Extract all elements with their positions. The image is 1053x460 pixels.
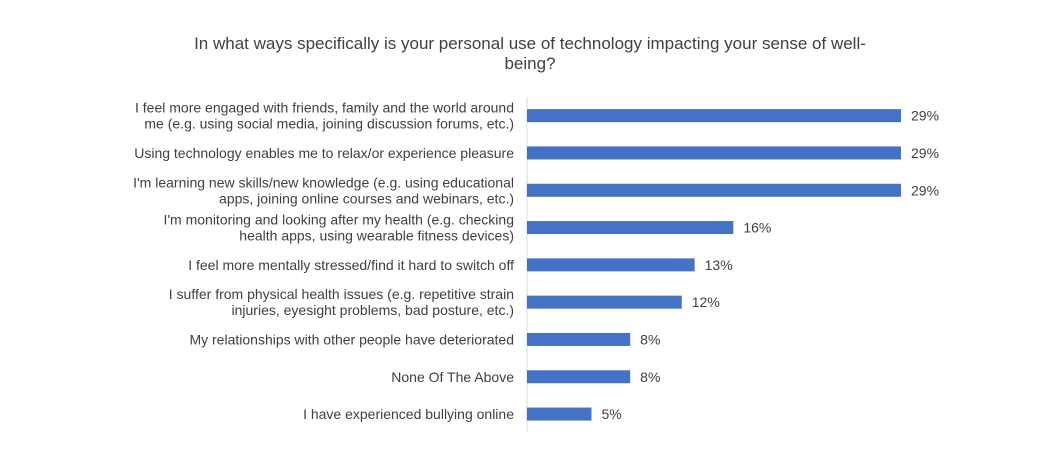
bar	[527, 407, 592, 421]
chart-title: In what ways specifically is your person…	[194, 34, 866, 73]
value-label: 29%	[911, 145, 939, 161]
category-label: I'm learning new skills/new knowledge (e…	[133, 174, 514, 206]
bar	[527, 295, 682, 309]
value-label: 29%	[911, 182, 939, 198]
category-label: I suffer from physical health issues (e.…	[169, 286, 514, 318]
bar	[527, 258, 695, 272]
category-label: I'm monitoring and looking after my heal…	[163, 212, 514, 244]
bar	[527, 109, 901, 123]
value-label: 16%	[743, 220, 771, 236]
value-label: 29%	[911, 108, 939, 124]
bar	[527, 183, 901, 197]
bar	[527, 146, 901, 160]
category-label: None Of The Above	[391, 369, 514, 385]
value-label: 12%	[692, 294, 720, 310]
category-label: I have experienced bullying online	[303, 406, 514, 422]
category-label: Using technology enables me to relax/or …	[134, 145, 514, 161]
value-label: 8%	[640, 369, 660, 385]
value-label: 13%	[705, 257, 733, 273]
value-label: 5%	[601, 406, 621, 422]
bar	[527, 221, 734, 235]
category-label: My relationships with other people have …	[189, 331, 514, 347]
category-label: I feel more engaged with friends, family…	[135, 100, 514, 132]
value-label: 8%	[640, 331, 660, 347]
bar	[527, 332, 631, 346]
category-label: I feel more mentally stressed/find it ha…	[188, 257, 514, 273]
bar	[527, 370, 631, 384]
